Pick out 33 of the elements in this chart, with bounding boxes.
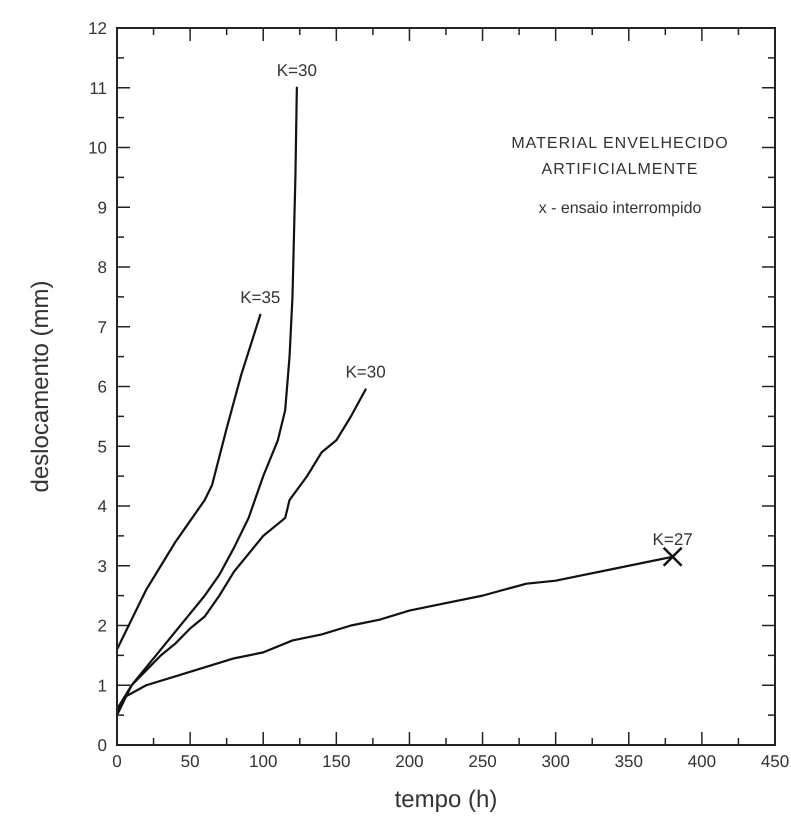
y-tick-label: 10	[88, 138, 107, 158]
x-tick-label: 200	[395, 752, 424, 771]
y-axis-title: deslocamento (mm)	[27, 280, 54, 493]
x-tick-label: 450	[760, 752, 790, 771]
x-tick-label: 400	[688, 752, 716, 771]
y-tick-label: 7	[98, 318, 107, 337]
y-tick-label: 3	[98, 556, 107, 576]
y-tick-label: 11	[89, 78, 107, 98]
y-tick-label: 1	[98, 676, 107, 696]
y-tick-label: 9	[98, 198, 107, 218]
x-tick-label: 100	[249, 752, 278, 771]
annotation: x - ensaio interrompido	[538, 200, 702, 217]
annotation: ARTIFICIALMENTE	[542, 161, 698, 178]
x-tick-label: 0	[112, 752, 122, 771]
y-tick-label: 8	[98, 258, 107, 277]
x-tick-label: 250	[468, 752, 497, 771]
x-tick-label: 350	[614, 752, 643, 771]
series-label: K=27	[652, 530, 693, 549]
x-tick-label: 150	[322, 752, 351, 771]
series-label: K=30	[345, 362, 386, 382]
x-tick-label: 300	[541, 752, 570, 771]
y-tick-label: 4	[98, 497, 107, 516]
y-tick-label: 5	[98, 437, 107, 456]
y-tick-label: 6	[98, 378, 107, 396]
y-tick-label: 0	[98, 736, 107, 755]
y-tick-label: 12	[88, 19, 107, 38]
line-series	[116, 314, 262, 650]
y-tick-label: 2	[98, 616, 107, 636]
series-label: K=30	[276, 60, 317, 80]
x-axis-title: tempo (h)	[394, 786, 498, 813]
annotation: MATERIAL ENVELHECIDO	[511, 135, 729, 152]
x-tick-label: 50	[180, 752, 200, 771]
series-label: K=35	[240, 288, 280, 307]
